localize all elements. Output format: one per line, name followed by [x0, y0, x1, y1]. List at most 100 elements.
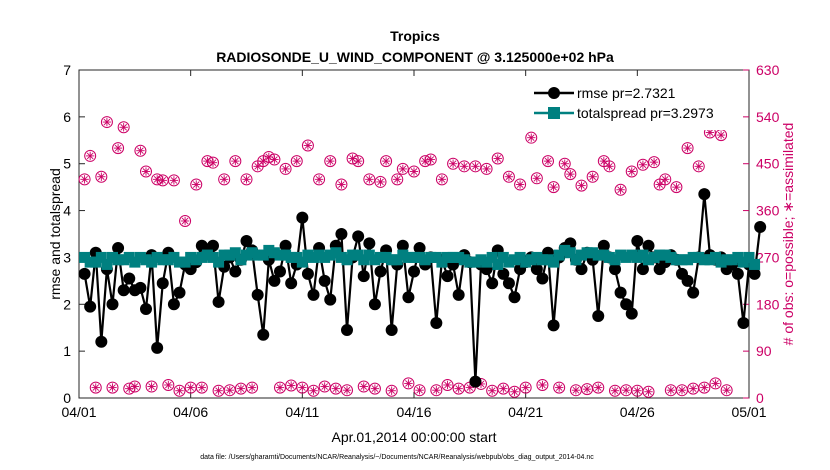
obs-point	[687, 382, 700, 395]
totalspread-point	[609, 254, 621, 266]
totalspread-series	[79, 244, 761, 270]
totalspread-point	[520, 256, 532, 268]
obs-assimilated-stroke	[606, 162, 613, 170]
obs-point	[458, 160, 471, 173]
totalspread-point	[698, 254, 710, 266]
totalspread-point	[453, 251, 465, 263]
obs-assimilated-stroke	[405, 380, 412, 387]
totalspread-point	[402, 251, 414, 263]
obs-assimilated-stroke	[455, 385, 463, 392]
rmse-point	[620, 298, 633, 311]
obs-point	[720, 384, 733, 397]
totalspread-point	[682, 254, 694, 266]
obs-point	[715, 129, 728, 142]
totalspread-point	[749, 258, 761, 270]
totalspread-point	[576, 249, 587, 261]
obs-possible-marker	[357, 380, 370, 393]
obs-point	[117, 121, 130, 134]
totalspread-point	[492, 258, 504, 270]
obs-possible-marker	[396, 162, 409, 175]
obs-possible-marker	[692, 160, 705, 173]
rmse-point	[575, 263, 588, 276]
rmse-point	[530, 263, 543, 276]
totalspread-point	[665, 251, 677, 263]
obs-assimilated-stroke	[583, 385, 591, 393]
obs-point	[547, 181, 560, 194]
obs-possible-marker	[413, 384, 426, 397]
obs-point	[558, 157, 571, 170]
obs-assimilated-stroke	[198, 384, 206, 391]
obs-assimilated-stroke	[550, 183, 557, 191]
obs-point	[156, 174, 169, 187]
obs-possible-marker	[508, 385, 521, 398]
obs-assimilated-stroke	[86, 152, 94, 160]
obs-possible-marker	[106, 381, 119, 394]
totalspread-point	[676, 254, 688, 266]
obs-assimilated-stroke	[639, 161, 647, 169]
obs-point	[285, 379, 298, 392]
totalspread-point	[263, 244, 275, 256]
totalspread-point	[123, 251, 135, 263]
obs-assimilated-stroke	[695, 162, 703, 170]
obs-assimilated-stroke	[416, 386, 423, 394]
rmse-point	[318, 274, 331, 287]
obs-assimilated-stroke	[293, 157, 301, 165]
totalspread-point	[235, 254, 247, 266]
x-tick-label: 04/11	[285, 404, 319, 420]
obs-possible-marker	[162, 378, 175, 391]
totalspread-point	[603, 251, 615, 263]
rmse-point	[285, 277, 298, 290]
totalspread-point	[732, 251, 744, 263]
legend-rmse-marker	[548, 87, 560, 99]
rmse-point	[754, 220, 767, 233]
obs-assimilated-stroke	[555, 384, 563, 391]
obs-assimilated-stroke	[343, 386, 351, 394]
totalspread-point	[207, 251, 219, 263]
totalspread-point	[509, 254, 520, 266]
obs-assimilated-stroke	[326, 157, 334, 165]
rmse-point	[385, 324, 398, 337]
obs-possible-marker	[385, 384, 398, 397]
y-left-tick-label: 5	[63, 156, 71, 172]
obs-point	[569, 384, 582, 397]
rmse-point	[279, 239, 292, 252]
totalspread-point	[670, 254, 682, 266]
obs-assimilated-stroke	[81, 175, 88, 183]
obs-possible-marker	[391, 173, 404, 186]
obs-possible-marker	[558, 157, 571, 170]
totalspread-point	[335, 251, 347, 263]
totalspread-point	[291, 251, 303, 263]
rmse-point	[112, 242, 125, 255]
obs-point	[257, 155, 270, 168]
obs-point	[234, 382, 247, 395]
obs-possible-marker	[368, 382, 381, 395]
obs-possible-marker	[542, 155, 554, 168]
obs-assimilated-stroke	[544, 157, 552, 165]
obs-point	[508, 385, 521, 398]
obs-possible-marker	[313, 173, 326, 186]
obs-possible-marker	[547, 181, 560, 194]
totalspread-point	[570, 254, 582, 266]
obs-assimilated-stroke	[220, 175, 228, 183]
obs-possible-marker	[603, 160, 616, 173]
obs-assimilated-stroke	[449, 160, 457, 168]
obs-assimilated-stroke	[444, 381, 451, 389]
totalspread-point	[643, 254, 654, 266]
totalspread-point	[190, 254, 202, 266]
y-left-tick-labels: 0 1 2 3 4 5 6 7	[63, 62, 71, 406]
obs-point	[89, 381, 102, 394]
obs-point	[195, 381, 208, 394]
obs-point	[313, 173, 326, 186]
y-right-tick-label: 180	[756, 296, 780, 312]
totalspread-point	[363, 249, 375, 261]
obs-possible-marker	[491, 152, 504, 165]
obs-assimilated-stroke	[578, 182, 585, 189]
obs-point	[341, 384, 353, 397]
obs-point	[84, 149, 97, 162]
totalspread-point	[408, 251, 420, 263]
obs-point	[162, 378, 175, 391]
obs-point	[670, 181, 683, 194]
totalspread-point	[648, 251, 660, 263]
obs-assimilated-stroke	[209, 159, 217, 167]
obs-point	[586, 170, 599, 183]
